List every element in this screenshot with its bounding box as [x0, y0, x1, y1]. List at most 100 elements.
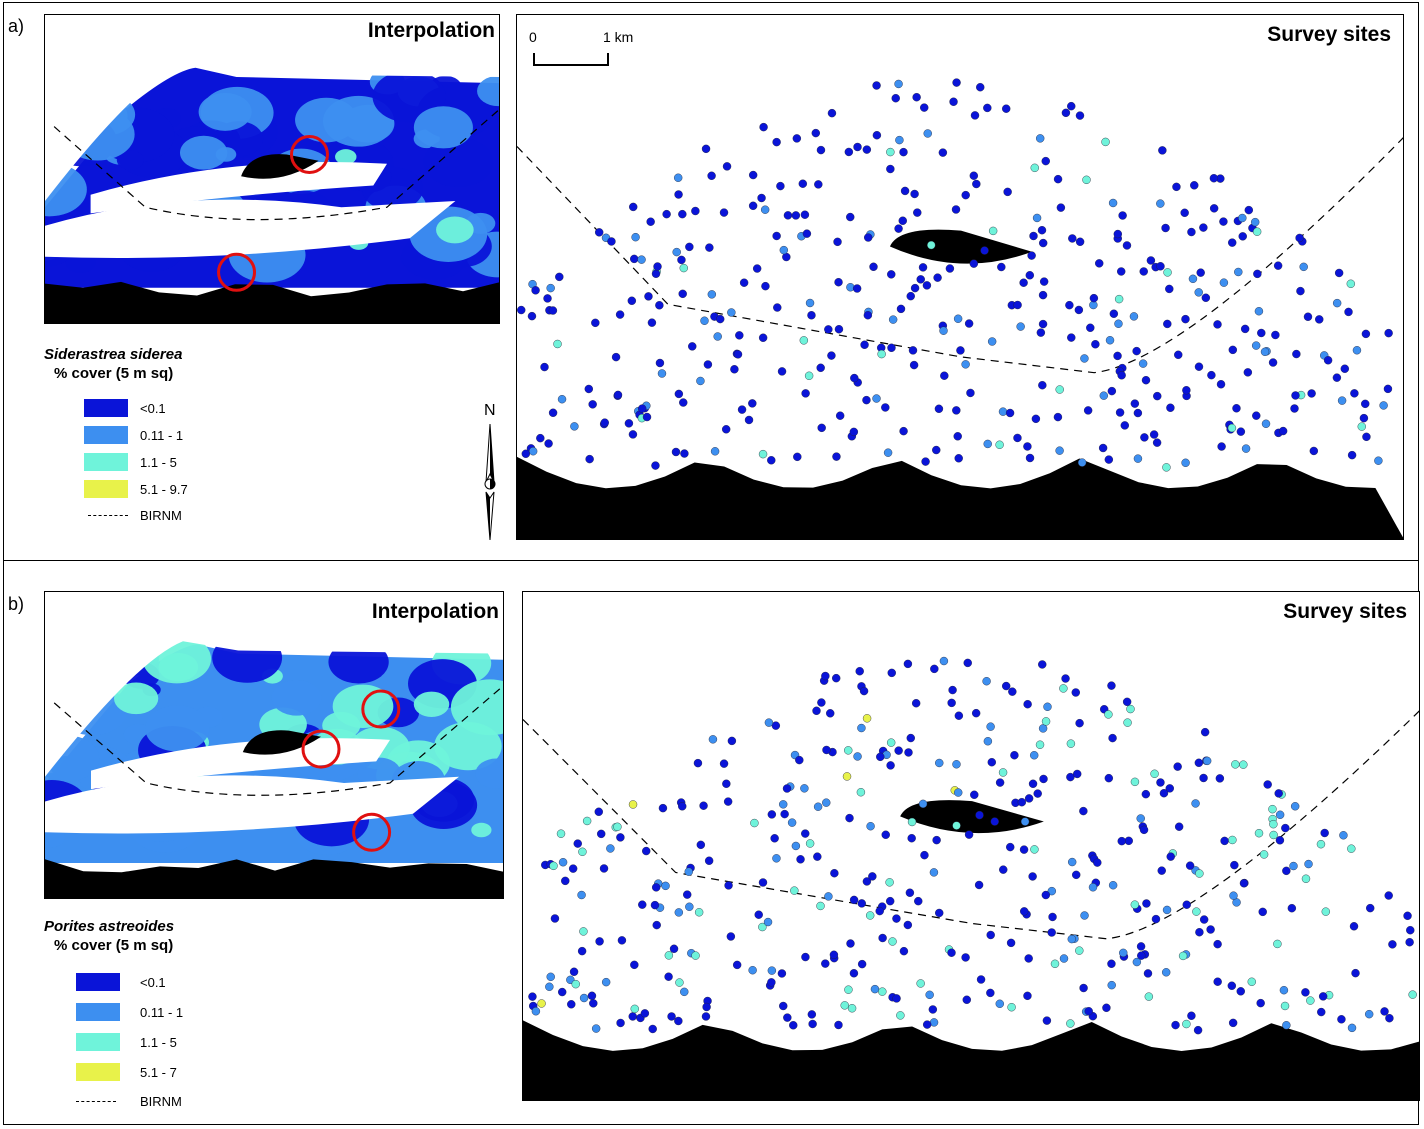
survey-point — [674, 389, 684, 399]
survey-point — [1142, 899, 1151, 908]
survey-point — [710, 447, 720, 456]
survey-point — [628, 800, 638, 809]
survey-point — [1150, 769, 1159, 778]
survey-point — [1158, 146, 1167, 155]
survey-point — [1254, 828, 1264, 838]
survey-point — [719, 759, 729, 768]
cover-patch — [413, 106, 473, 149]
survey-point — [651, 461, 660, 470]
survey-point — [1263, 780, 1272, 789]
survey-point — [667, 1012, 676, 1021]
survey-point — [1346, 279, 1356, 288]
survey-point — [1056, 203, 1066, 212]
interpolation-raster-b — [45, 592, 503, 898]
survey-point — [1281, 823, 1290, 833]
survey-point — [1349, 922, 1359, 931]
survey-point — [1149, 430, 1159, 439]
survey-point — [878, 987, 887, 996]
survey-point — [1344, 307, 1353, 317]
survey-point — [894, 746, 903, 755]
survey-point — [1219, 217, 1228, 226]
survey-point — [963, 658, 972, 668]
cover-patch — [450, 679, 503, 736]
survey-point — [722, 162, 732, 171]
survey-point — [703, 360, 713, 369]
survey-point — [844, 147, 854, 157]
survey-point — [1384, 328, 1393, 338]
survey-point — [1268, 804, 1277, 814]
survey-point — [1227, 981, 1237, 990]
boundary-dash-icon — [76, 1101, 116, 1102]
survey-point — [1202, 756, 1212, 766]
survey-point — [700, 316, 709, 325]
survey-point — [935, 908, 944, 918]
survey-point — [556, 829, 566, 838]
survey-point — [1002, 104, 1011, 113]
survey-point — [758, 878, 768, 887]
survey-title-b: Survey sites — [1283, 600, 1407, 623]
survey-point — [1101, 137, 1110, 147]
hotspot-circle — [289, 135, 329, 174]
survey-point — [923, 129, 932, 138]
survey-point — [844, 985, 853, 994]
survey-point — [685, 902, 694, 911]
survey-point — [555, 272, 564, 282]
survey-point — [947, 948, 956, 957]
survey-point — [1080, 354, 1089, 363]
survey-point — [1048, 912, 1057, 922]
survey-sites-plot-a — [517, 78, 1403, 539]
survey-point — [1117, 836, 1126, 846]
survey-point — [1077, 458, 1087, 467]
survey-point — [899, 426, 908, 436]
survey-point — [655, 301, 664, 310]
survey-point — [933, 273, 942, 282]
survey-point — [770, 834, 779, 843]
survey-point — [1041, 717, 1051, 726]
survey-point — [1199, 773, 1208, 783]
survey-point — [971, 708, 981, 718]
survey-point — [892, 994, 901, 1003]
survey-point — [796, 855, 805, 864]
survey-point — [995, 440, 1004, 449]
survey-point — [642, 412, 652, 422]
survey-point — [630, 960, 639, 970]
survey-point — [701, 144, 711, 154]
survey-point — [987, 337, 997, 346]
survey-point — [594, 807, 603, 816]
cover-patch — [475, 758, 503, 789]
legend-label: BIRNM — [140, 508, 182, 523]
survey-point — [1172, 182, 1181, 192]
survey-point — [887, 668, 896, 678]
survey-point — [683, 890, 692, 899]
boundary-dash-icon — [88, 515, 128, 516]
scale-end: 1 km — [603, 29, 634, 45]
survey-point — [1141, 789, 1151, 799]
survey-point — [872, 394, 881, 403]
survey-point — [1043, 702, 1052, 711]
survey-point — [517, 305, 526, 315]
survey-point — [1006, 938, 1016, 948]
survey-point — [521, 449, 531, 458]
survey-point — [1117, 267, 1126, 276]
survey-point — [657, 369, 667, 378]
survey-point — [945, 264, 955, 273]
survey-point — [1113, 229, 1123, 239]
survey-point — [1107, 980, 1116, 990]
survey-point — [1273, 261, 1283, 270]
survey-point — [932, 445, 941, 455]
survey-point — [868, 872, 877, 881]
legend-label: <0.1 — [140, 401, 166, 416]
shallow-area — [91, 738, 390, 790]
cover-patch — [113, 682, 159, 715]
survey-point — [789, 1021, 798, 1030]
survey-point — [764, 718, 774, 727]
survey-point — [1209, 174, 1219, 183]
survey-point — [976, 975, 986, 984]
survey-point — [1361, 329, 1371, 339]
survey-point — [1086, 323, 1095, 332]
survey-point — [997, 262, 1006, 272]
survey-point — [1180, 208, 1189, 218]
legend-swatch — [76, 1033, 120, 1051]
survey-point — [1099, 391, 1109, 400]
survey-point — [1105, 336, 1115, 345]
